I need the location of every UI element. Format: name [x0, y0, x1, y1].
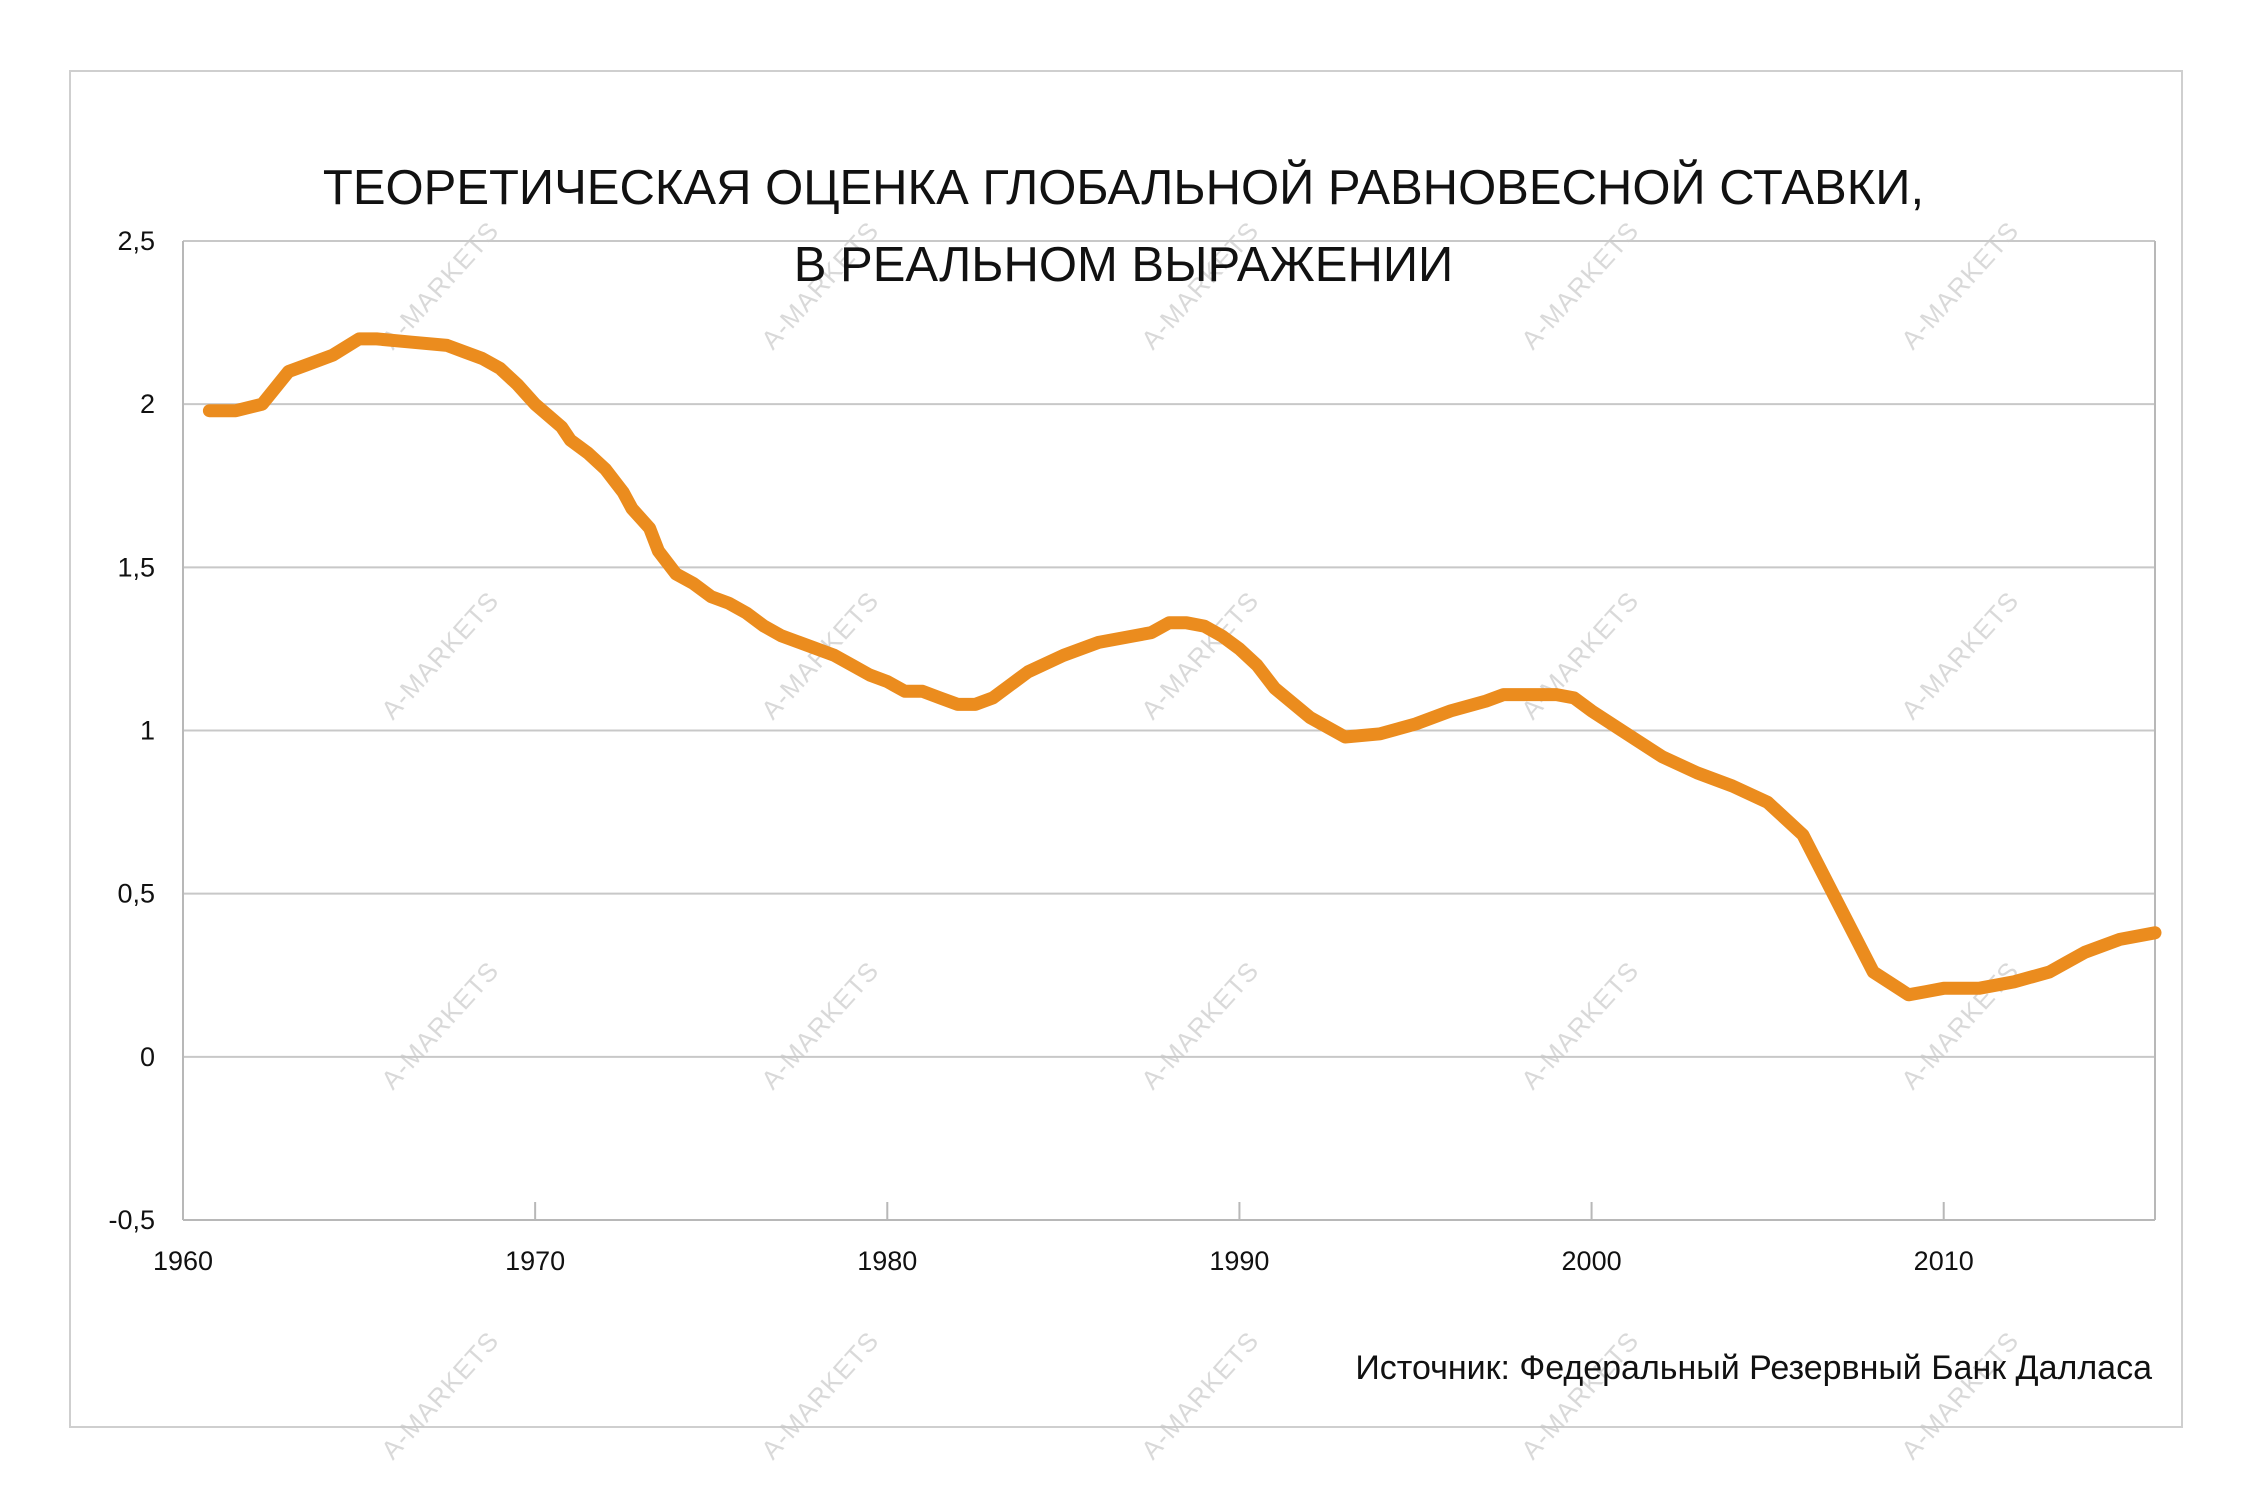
- y-tick-label: 2,5: [117, 226, 155, 256]
- chart-title-line-2: В РЕАЛЬНОМ ВЫРАЖЕНИИ: [793, 238, 1454, 292]
- series-line: [202, 332, 2162, 1002]
- x-tick-label: 1990: [1209, 1246, 1269, 1276]
- x-tick-label: 1980: [857, 1246, 917, 1276]
- x-tick-label: 1970: [505, 1246, 565, 1276]
- y-tick-label: 1: [140, 716, 155, 746]
- y-tick-label: -0,5: [108, 1205, 155, 1235]
- x-tick-label: 2000: [1562, 1246, 1622, 1276]
- chart-frame: [69, 70, 2183, 1428]
- x-tick-label: 1960: [153, 1246, 213, 1276]
- y-tick-label: 2: [140, 389, 155, 419]
- y-tick-label: 0: [140, 1042, 155, 1072]
- source-note: Источник: Федеральный Резервный Банк Дал…: [1355, 1349, 2152, 1387]
- chart-title-line-1: ТЕОРЕТИЧЕСКАЯ ОЦЕНКА ГЛОБАЛЬНОЙ РАВНОВЕС…: [322, 161, 1925, 215]
- y-tick-label: 1,5: [117, 552, 155, 582]
- y-tick-label: 0,5: [117, 879, 155, 909]
- x-tick-label: 2010: [1914, 1246, 1974, 1276]
